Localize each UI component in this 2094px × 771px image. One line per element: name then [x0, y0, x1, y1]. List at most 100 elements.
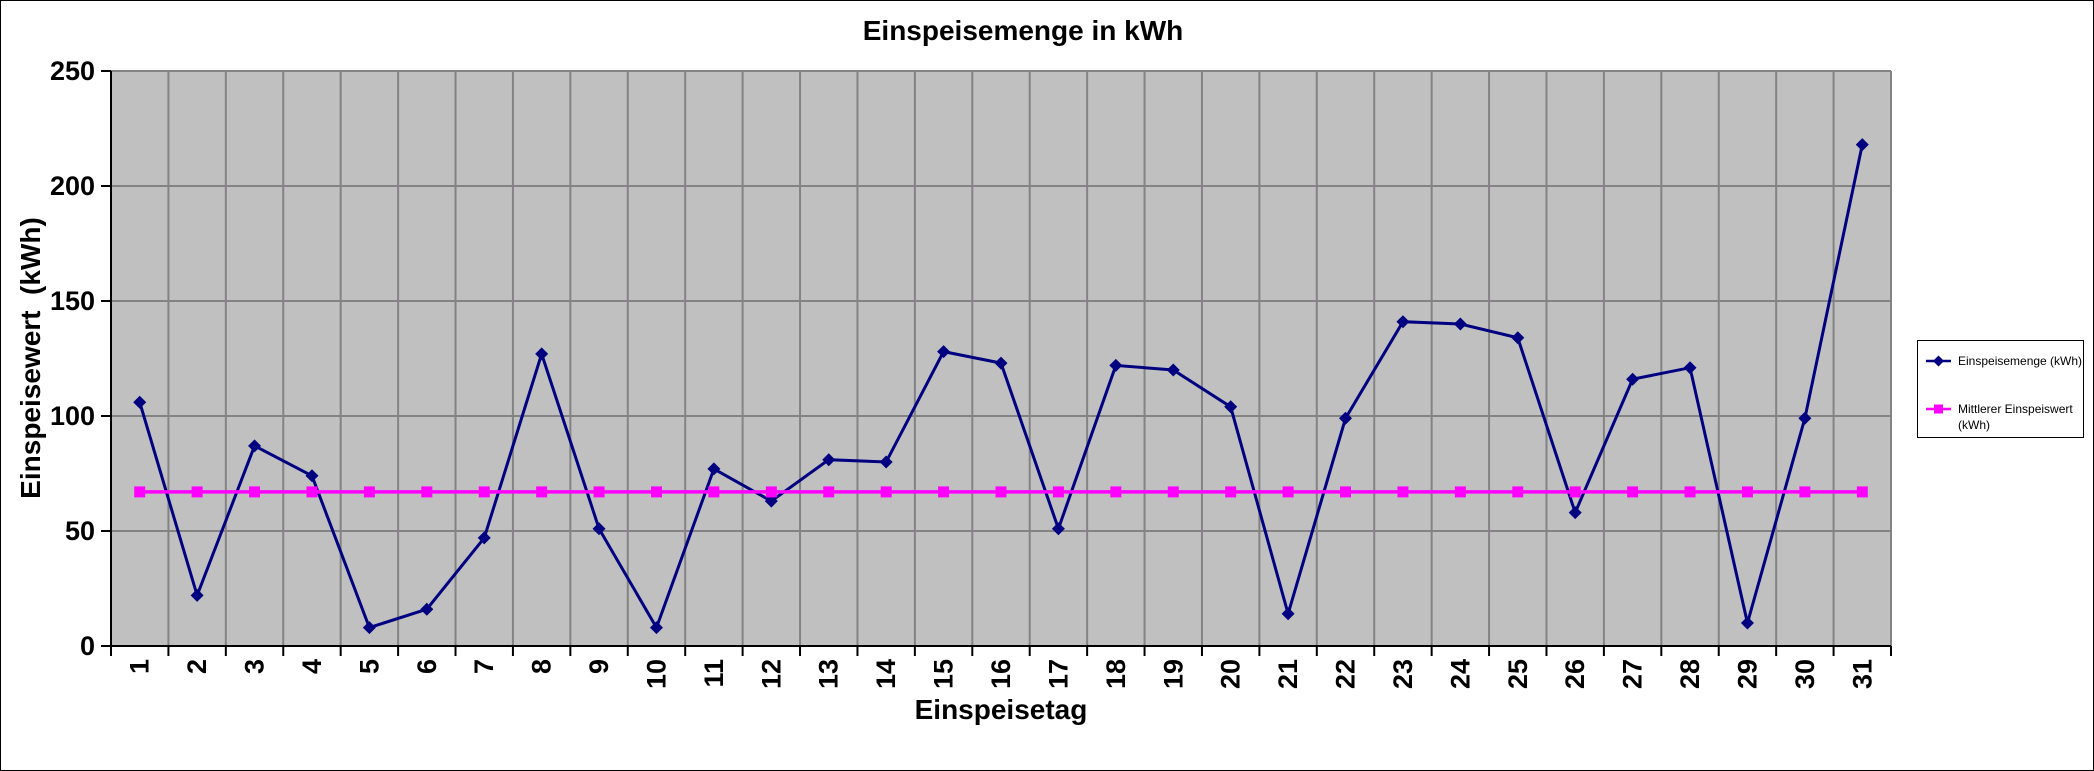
data-point-marker [191, 486, 203, 498]
x-axis-title: Einspeisetag [914, 694, 1088, 725]
data-point-marker [707, 462, 721, 476]
x-tick-label: 8 [527, 659, 557, 674]
y-tick-label: 50 [65, 516, 95, 546]
data-point-marker [1454, 486, 1466, 498]
data-point-marker [1684, 486, 1696, 498]
x-tick-label: 7 [469, 659, 499, 674]
x-tick-label: 20 [1216, 659, 1246, 689]
data-point-marker [994, 356, 1008, 370]
y-tick-label: 150 [50, 286, 95, 316]
data-point-marker [1224, 400, 1238, 414]
data-point-marker [879, 455, 893, 469]
x-tick-label: 22 [1331, 659, 1361, 689]
chart-title: Einspeisemenge in kWh [862, 15, 1184, 46]
legend-label-mittlerer-einspeiswert: Mittlerer Einspeiswert (kWh) [1958, 402, 2073, 432]
data-point-marker [1798, 411, 1812, 425]
x-tick-label: 6 [412, 659, 442, 674]
x-tick-label: 15 [929, 659, 959, 689]
x-tick-label: 30 [1790, 659, 1820, 689]
y-tick-label: 100 [50, 401, 95, 431]
data-point-marker [1453, 317, 1467, 331]
data-point-marker [535, 347, 549, 361]
x-tick-label: 4 [297, 659, 327, 674]
data-point-marker [708, 486, 720, 498]
data-point-marker [1512, 486, 1524, 498]
y-tick-label: 200 [50, 171, 95, 201]
data-point-marker [650, 486, 662, 498]
data-point-marker [306, 486, 318, 498]
data-point-marker [1626, 372, 1640, 386]
data-point-marker [1683, 361, 1697, 375]
data-point-marker [362, 621, 376, 635]
data-point-marker [1051, 522, 1065, 536]
data-point-marker [305, 469, 319, 483]
x-tick-label: 17 [1043, 659, 1073, 689]
data-point-marker [1167, 486, 1179, 498]
data-point-marker [880, 486, 892, 498]
legend: Einspeisemenge (kWh) Mittlerer Einspeisw… [1917, 340, 2084, 438]
data-point-marker [822, 453, 836, 467]
x-tick-label: 13 [814, 659, 844, 689]
data-point-marker [1799, 486, 1811, 498]
x-tick-label: 21 [1273, 659, 1303, 689]
data-point-marker [1396, 315, 1410, 329]
data-point-marker [764, 494, 778, 508]
data-point-marker [823, 486, 835, 498]
x-tick-label: 10 [641, 659, 671, 689]
y-axis-title: Einspeisewert (kWh) [15, 217, 46, 499]
data-point-marker [420, 602, 434, 616]
x-tick-label: 11 [699, 659, 729, 688]
data-point-marker [937, 345, 951, 359]
legend-label-einspeisemenge: Einspeisemenge (kWh) [1958, 354, 2083, 368]
x-tick-label: 25 [1503, 659, 1533, 689]
legend-item-einspeisemenge: Einspeisemenge (kWh) [1926, 353, 2083, 369]
data-point-marker [1282, 486, 1294, 498]
data-point-marker [1340, 486, 1352, 498]
data-point-marker [421, 486, 433, 498]
data-point-marker [1339, 411, 1353, 425]
x-tick-label: 31 [1847, 659, 1877, 689]
data-point-marker [1855, 138, 1869, 152]
line-diamond-marker-icon [1926, 355, 1951, 367]
data-point-marker [536, 486, 548, 498]
data-point-marker [1281, 607, 1295, 621]
data-point-marker [1225, 486, 1237, 498]
x-tick-label: 3 [240, 659, 270, 674]
data-point-marker [133, 395, 147, 409]
data-point-marker [1741, 486, 1753, 498]
x-tick-label: 1 [125, 659, 155, 674]
x-tick-label: 29 [1732, 659, 1762, 689]
data-point-marker [478, 486, 490, 498]
x-tick-label: 12 [756, 659, 786, 689]
data-point-marker [363, 486, 375, 498]
data-point-marker [190, 588, 204, 602]
data-point-marker [1166, 363, 1180, 377]
x-tick-label: 16 [986, 659, 1016, 689]
data-point-marker [649, 621, 663, 635]
data-point-marker [765, 486, 777, 498]
x-tick-label: 14 [871, 659, 901, 689]
data-point-marker [593, 486, 605, 498]
x-tick-label: 27 [1618, 659, 1648, 689]
data-point-marker [1511, 331, 1525, 345]
x-tick-label: 28 [1675, 659, 1705, 689]
x-tick-label: 24 [1445, 659, 1475, 689]
x-tick-label: 19 [1158, 659, 1188, 689]
data-point-marker [1740, 616, 1754, 630]
data-point-marker [1109, 358, 1123, 372]
x-tick-label: 18 [1101, 659, 1131, 689]
data-point-marker [1627, 486, 1639, 498]
data-point-marker [134, 486, 146, 498]
x-tick-label: 9 [584, 659, 614, 674]
line-square-marker-icon [1926, 404, 1951, 414]
series-0 [133, 138, 1869, 635]
data-point-marker [938, 486, 950, 498]
y-tick-label: 250 [50, 56, 95, 86]
data-point-marker [1569, 486, 1581, 498]
data-point-marker [995, 486, 1007, 498]
data-point-marker [249, 486, 261, 498]
data-point-marker [1052, 486, 1064, 498]
data-point-marker [1397, 486, 1409, 498]
y-tick-label: 0 [80, 631, 95, 661]
